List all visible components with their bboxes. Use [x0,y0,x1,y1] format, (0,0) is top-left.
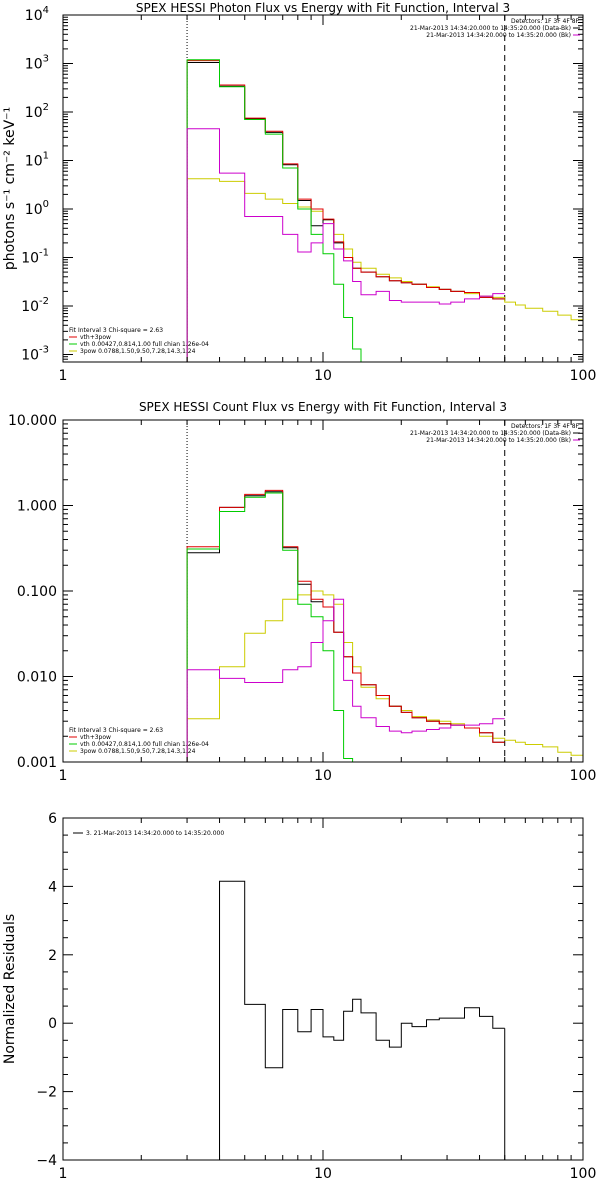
y-axis-label: photons s⁻¹ cm⁻² keV⁻¹ [2,107,18,270]
y-tick-base: 10 [25,202,43,218]
y-tick-label: −4 [36,1153,57,1169]
y-tick-label: 10-3 [21,344,49,363]
y-tick-label: 6 [48,811,57,827]
chart-panel-1: SPEX HESSI Photon Flux vs Energy with Fi… [2,1,596,384]
y-tick-base: 10 [25,153,43,169]
y-tick-exponent: 3 [43,53,49,64]
y-tick-base: 10 [25,56,43,72]
x-tick-label: 100 [570,368,597,384]
y-tick-label: 0 [48,1016,57,1032]
legend-entry-text: vth 0.00427,0.814,1.00 full chian 1.26e-… [80,741,209,748]
legend-interval-text: 3. 21-Mar-2013 14:34:20.000 to 14:35:20.… [86,830,224,837]
series-line-3 [186,492,354,762]
y-tick-base: 10 [21,250,39,266]
y-tick-exponent: 0 [43,199,49,210]
y-tick-label: 0.010 [17,670,57,686]
y-tick-label: 0.100 [17,584,57,600]
y-tick-exponent: 1 [43,150,49,161]
chart-title: SPEX HESSI Count Flux vs Energy with Fit… [139,400,507,414]
plot-area [186,15,583,362]
y-tick-label: 104 [25,5,49,24]
x-tick-label: 1 [59,1166,68,1182]
x-tick-label: 1 [59,768,68,784]
x-tick-label: 10 [314,1166,332,1182]
y-tick-label: −2 [36,1085,57,1101]
y-tick-label: 1.000 [17,499,57,515]
y-tick-label: 101 [25,150,49,169]
legend-detectors: Detectors: 1F 3F 4F 8F [511,18,580,25]
legend-entry-text: 21-Mar-2013 14:34:20.000 to 14:35:20.000… [426,32,571,39]
legend-entry-text: 3pow 0.0788,1.50,9.50,7.28,14.3,1.24 [80,348,196,355]
x-tick-label: 100 [570,1166,597,1182]
series-line-3 [186,59,362,362]
series-line-2 [186,60,505,362]
legend-entry-text: 21-Mar-2013 14:34:20.000 to 14:35:20.000… [410,25,571,32]
model-series-line [186,590,583,762]
y-tick-exponent: 2 [43,102,49,113]
y-tick-label: 103 [25,53,49,72]
legend-entry-text: vth 0.00427,0.814,1.00 full chian 1.26e-… [80,341,209,348]
y-tick-label: 10-1 [21,247,49,266]
y-tick-label: 102 [25,102,49,121]
x-tick-label: 10 [314,368,332,384]
y-tick-base: 10 [25,8,43,24]
y-tick-label: 2 [48,948,57,964]
legend-entry-text: 3pow 0.0788,1.50,9.50,7.28,14.3,1.24 [80,748,196,755]
x-tick-label: 100 [570,768,597,784]
plot-area [219,880,506,1160]
plot-area [186,420,583,762]
y-tick-base: 10 [21,347,39,363]
series-line-4 [186,128,505,362]
legend-entry-text: vth+3pow [80,334,111,341]
y-tick-label: 10-2 [21,296,49,315]
series-line-4 [186,598,505,762]
legend-entry-text: 21-Mar-2013 14:34:20.000 to 14:35:20.000… [426,437,571,444]
series-line-1 [219,880,505,1160]
legend-detectors: Detectors: 1F 3F 4F 8F [511,423,580,430]
y-axis-label: Normalized Residuals [2,914,18,1064]
x-tick-label: 10 [314,768,332,784]
y-tick-base: 10 [25,105,43,121]
y-tick-exponent: -1 [39,247,49,258]
series-line-1 [186,491,505,762]
y-tick-exponent: -3 [39,344,49,355]
y-tick-label: 4 [48,879,57,895]
legend-entry-text: 21-Mar-2013 14:34:20.000 to 14:35:20.000… [410,430,571,437]
y-tick-exponent: 4 [43,5,49,16]
chart-panel-2: SPEX HESSI Count Flux vs Energy with Fit… [8,400,596,784]
y-tick-label: 0.001 [17,755,57,771]
chart-title: SPEX HESSI Photon Flux vs Energy with Fi… [136,1,510,15]
legend-fit-header: Fit Interval 3 Chi-square = 2.63 [69,727,163,734]
y-tick-label: 10.000 [8,413,57,429]
y-tick-label: 100 [25,199,49,218]
y-tick-exponent: -2 [39,296,49,307]
model-series-line [186,178,583,362]
legend-entry-text: vth+3pow [80,734,111,741]
series-line-2 [186,489,505,762]
chart-panel-3: 1 10 100 −4 −2 0 2 4 6 Normalized Residuals 3. 21-… [2,811,596,1182]
x-tick-label: 1 [59,368,68,384]
legend-fit-header: Fit Interval 3 Chi-square = 2.63 [69,327,163,334]
y-tick-base: 10 [21,299,39,315]
